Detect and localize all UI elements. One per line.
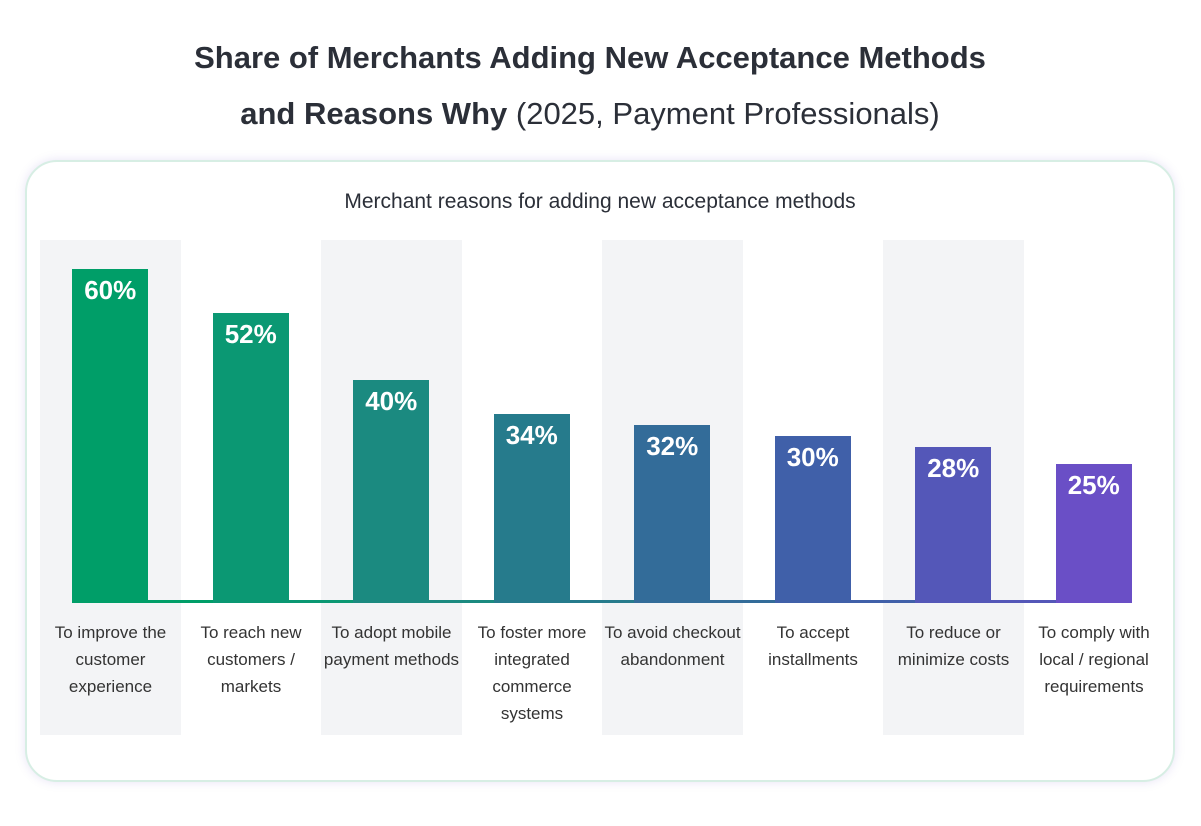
title-note: (2025, Payment Professionals) xyxy=(515,96,940,131)
category-label: To comply with local / regional requirem… xyxy=(1038,623,1150,696)
baseline xyxy=(148,600,213,603)
value-label: 30% xyxy=(786,441,839,472)
value-label: 40% xyxy=(365,386,418,417)
value-label: 25% xyxy=(1067,469,1120,500)
value-label: 52% xyxy=(224,319,277,350)
baseline xyxy=(288,600,354,603)
baseline xyxy=(569,600,635,603)
baseline xyxy=(991,600,1056,603)
bar xyxy=(493,413,570,603)
category-label: To reach new customers / markets xyxy=(200,623,302,696)
category-label: To accept installments xyxy=(768,623,858,669)
category-label: To foster more integrated commerce syste… xyxy=(477,623,587,723)
chart-title: Share of Merchants Adding New Acceptance… xyxy=(170,30,1010,142)
bar xyxy=(72,268,149,603)
bar xyxy=(774,435,851,603)
chart-card: Merchant reasons for adding new acceptan… xyxy=(25,160,1175,782)
bar xyxy=(353,380,430,603)
value-label: 28% xyxy=(927,453,980,484)
category-label: To reduce or minimize costs xyxy=(897,623,1010,669)
bar xyxy=(634,424,711,603)
category-label: To improve the customer experience xyxy=(54,623,167,696)
baseline xyxy=(850,600,916,603)
baseline xyxy=(429,600,494,603)
baseline xyxy=(710,600,775,603)
title-main: Share of Merchants Adding New Acceptance… xyxy=(194,40,986,131)
bar xyxy=(1055,463,1132,603)
category-label: To adopt mobile payment methods xyxy=(323,623,460,669)
bar xyxy=(212,313,289,603)
value-label: 34% xyxy=(505,419,558,450)
value-label: 32% xyxy=(646,430,699,461)
chart-subtitle: Merchant reasons for adding new acceptan… xyxy=(344,190,856,213)
value-label: 60% xyxy=(84,274,137,305)
category-label: To avoid checkout abandonment xyxy=(604,623,741,669)
bar xyxy=(915,447,992,603)
